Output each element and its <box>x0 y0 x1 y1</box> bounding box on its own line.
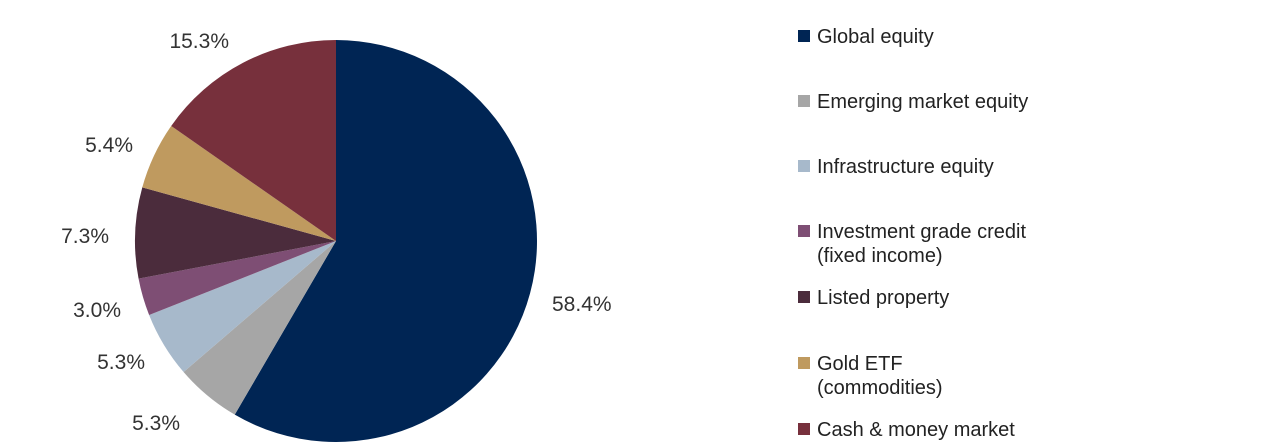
legend-label: Investment grade credit (fixed income) <box>817 221 1026 267</box>
pie-slice-3 <box>138 241 336 315</box>
legend: Global equity Emerging market equity Infra… <box>798 0 1258 442</box>
legend-swatch <box>798 357 810 369</box>
pie-slice-6 <box>171 39 336 241</box>
data-label-2: 5.3% <box>97 351 145 374</box>
pie-slice-2 <box>149 241 336 373</box>
legend-item-6: Cash & money market <box>798 418 1015 442</box>
legend-item-5: Gold ETF (commodities) <box>798 352 943 400</box>
pie-chart: 58.4% 5.3% 5.3% 3.0% 7.3% 5.4% 15.3% <box>61 30 612 442</box>
data-label-3: 3.0% <box>73 299 121 322</box>
data-label-5: 5.4% <box>85 134 133 157</box>
legend-swatch <box>798 160 810 172</box>
legend-label: Listed property <box>817 287 950 309</box>
legend-swatch <box>798 423 810 435</box>
legend-label: Infrastructure equity <box>817 156 994 178</box>
legend-label: Emerging market equity <box>817 91 1029 113</box>
pie-slice-5 <box>142 125 336 241</box>
legend-swatch <box>798 225 810 237</box>
legend-swatch <box>798 30 810 42</box>
legend-item-3: Investment grade credit (fixed income) <box>798 220 1026 268</box>
data-label-1: 5.3% <box>132 412 180 435</box>
legend-label: Cash & money market <box>817 419 1015 441</box>
legend-label: Gold ETF (commodities) <box>817 353 943 399</box>
data-labels: 58.4% 5.3% 5.3% 3.0% 7.3% 5.4% 15.3% <box>61 30 611 435</box>
legend-item-4: Listed property <box>798 286 949 310</box>
pie-slice-0 <box>234 40 537 442</box>
legend-item-1: Emerging market equity <box>798 90 1028 114</box>
legend-swatch <box>798 95 810 107</box>
data-label-6: 15.3% <box>169 30 229 53</box>
legend-label: Global equity <box>817 26 934 48</box>
pie-slice-4 <box>135 187 336 279</box>
pie-slices <box>135 39 537 442</box>
legend-item-2: Infrastructure equity <box>798 155 994 179</box>
pie-slice-1 <box>183 241 336 415</box>
data-label-4: 7.3% <box>61 225 109 248</box>
legend-item-0: Global equity <box>798 25 934 49</box>
legend-swatch <box>798 291 810 303</box>
data-label-0: 58.4% <box>552 293 612 316</box>
